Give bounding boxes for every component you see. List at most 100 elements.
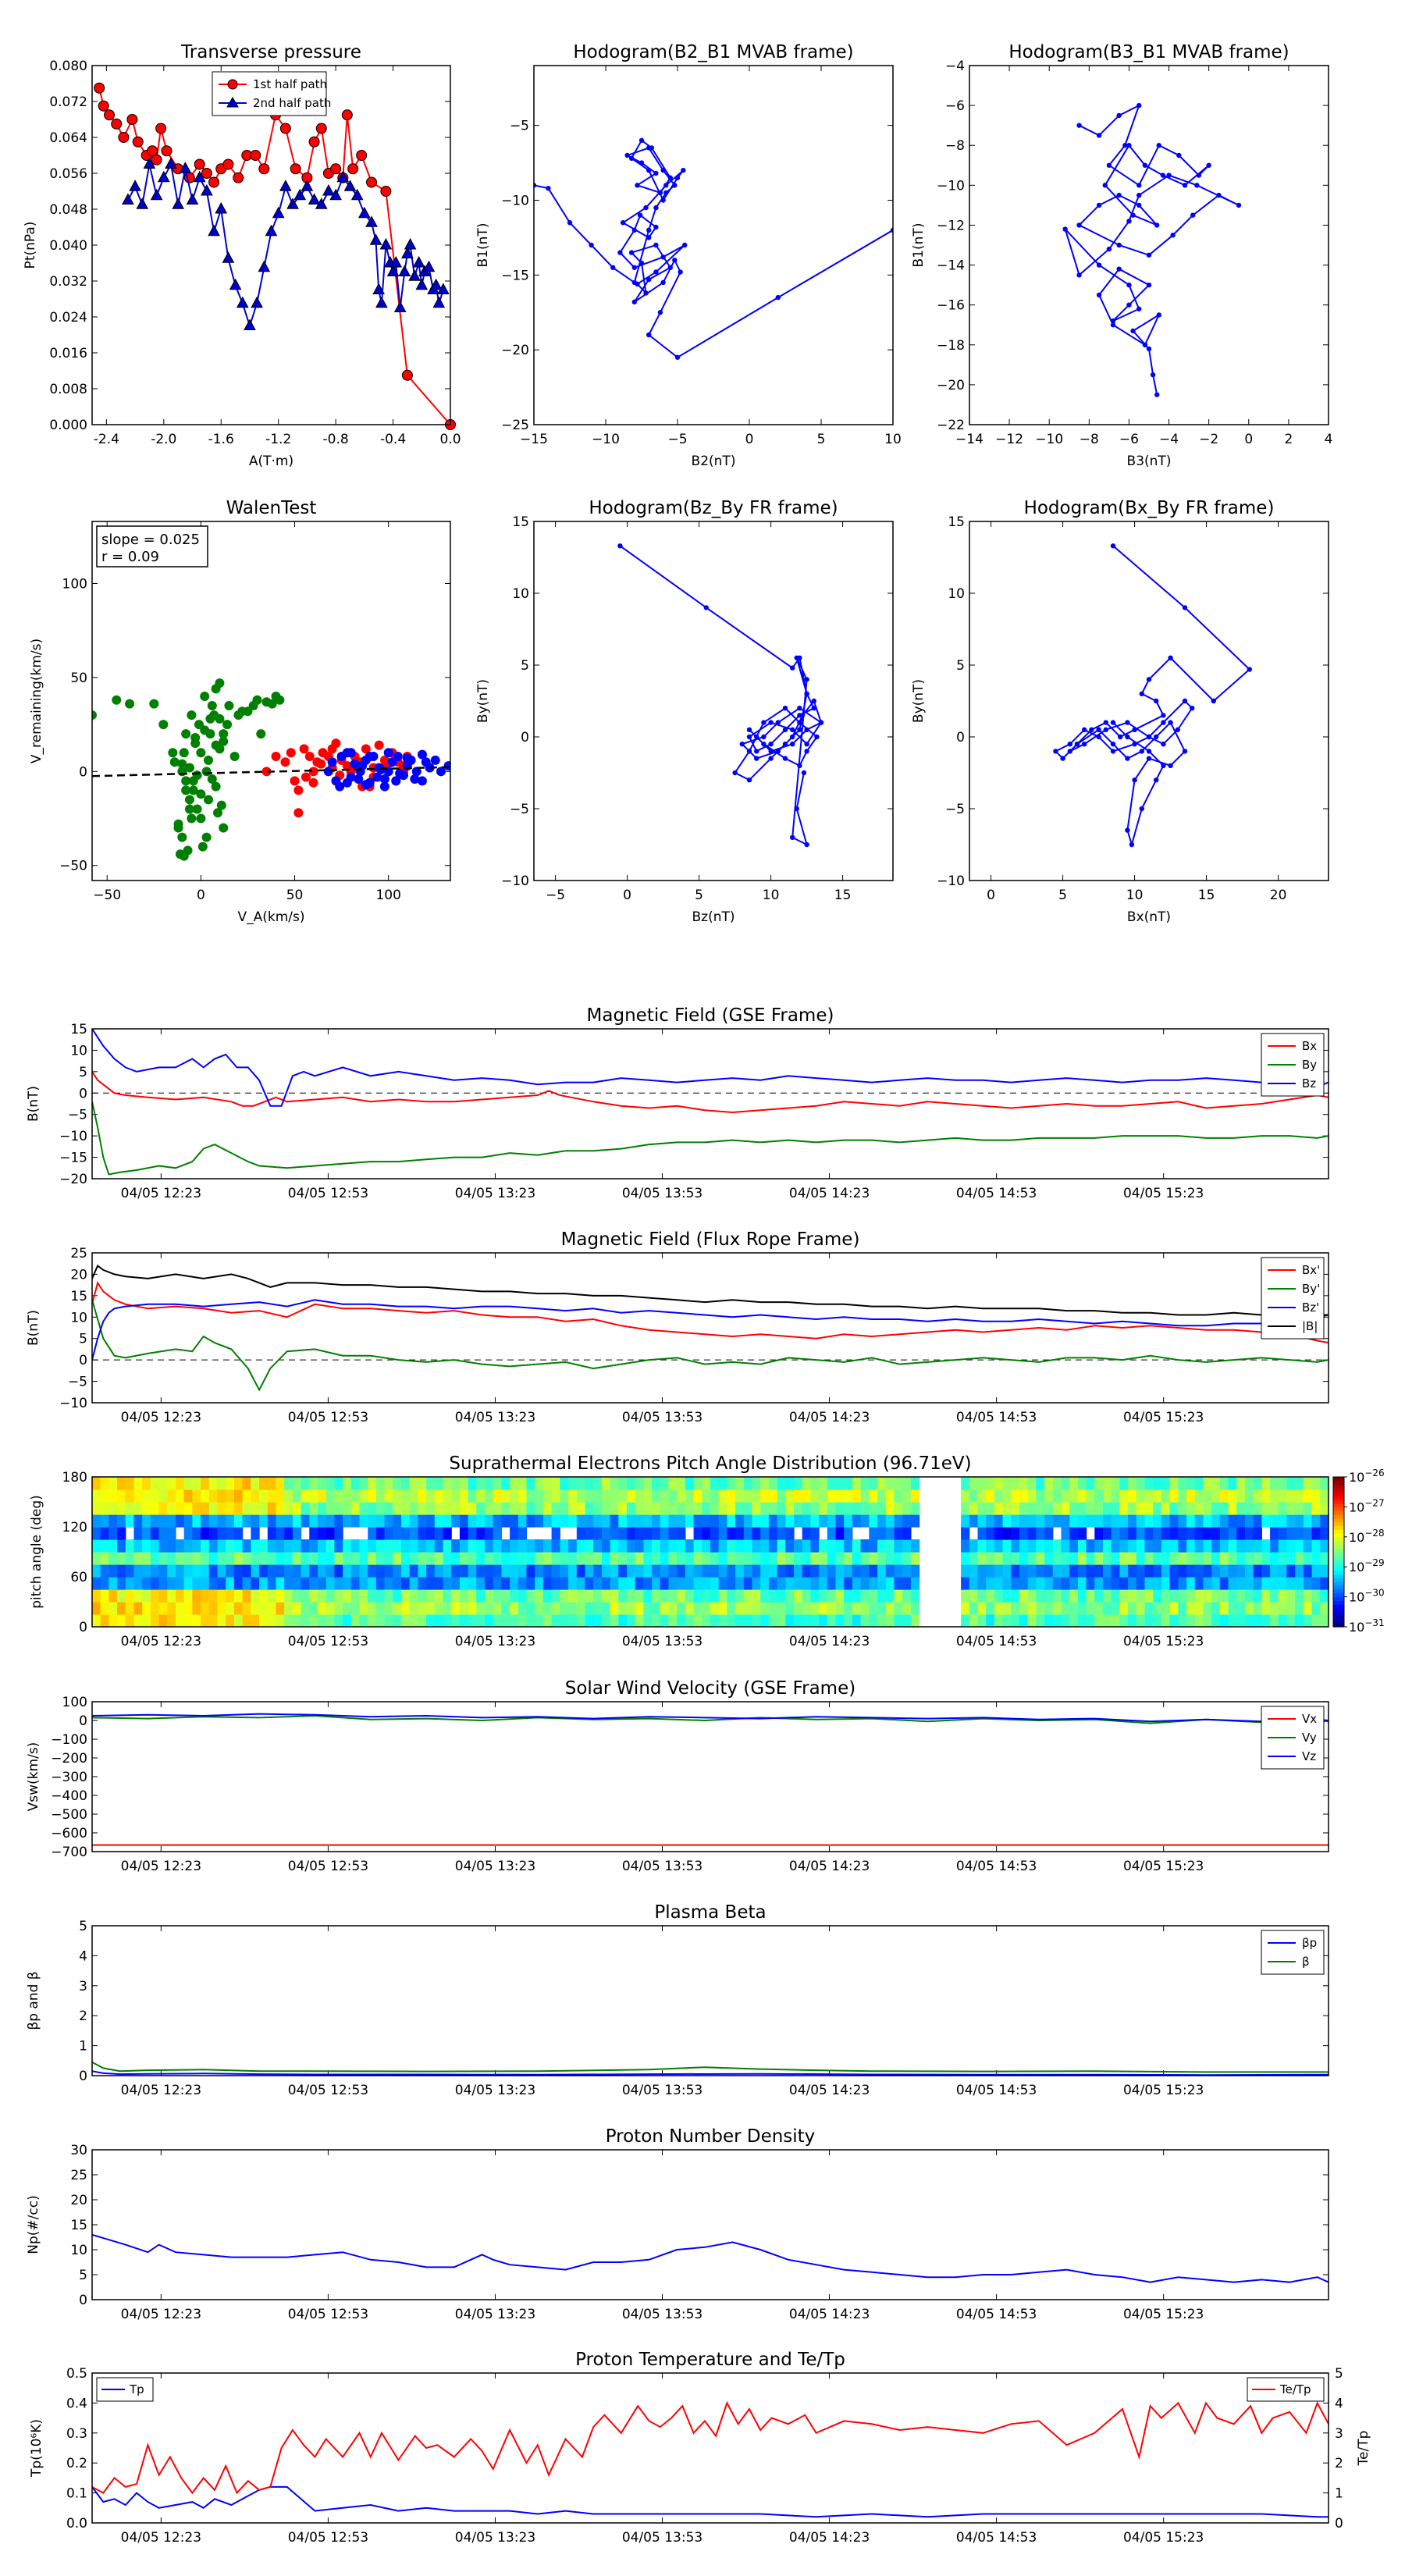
pad-cell [1169, 1527, 1179, 1540]
pad-cell [1270, 1502, 1279, 1515]
pad-cell [468, 1614, 477, 1628]
pad-cell [727, 1502, 736, 1515]
hodo_bzby-point [797, 727, 802, 732]
pad-cell [643, 1602, 653, 1615]
pad-cell [643, 1527, 653, 1540]
pad-cell [284, 1527, 293, 1540]
pad-cell [476, 1502, 486, 1515]
pad-cell [1286, 1477, 1296, 1490]
pad-cell [635, 1602, 644, 1615]
pad-cell [969, 1577, 979, 1590]
np-time-tick-label: 04/05 14:53 [956, 2307, 1037, 2322]
pad-cell [652, 1539, 661, 1553]
pad-cell [150, 1564, 160, 1578]
pad-colorbar-cell [1333, 1589, 1344, 1594]
pad-cell [1086, 1564, 1095, 1578]
walen-series-0-point [203, 795, 213, 805]
pad-cell [183, 1539, 193, 1553]
hodo_bzby-point [804, 691, 809, 696]
pad-colorbar-label-base: 10 [1349, 1530, 1364, 1545]
b_fr-ytick-label: 25 [70, 1246, 87, 1261]
pad-cell [100, 1602, 109, 1615]
pt-series-0-point [401, 369, 413, 381]
pad-cell [426, 1614, 436, 1628]
pad-cell [434, 1577, 444, 1590]
pad-cell [242, 1602, 251, 1615]
pad-cell [459, 1489, 469, 1503]
pt-legend-label: 1st half path [253, 77, 327, 91]
hodo_b3b1-xtick-label: −4 [1159, 432, 1179, 447]
pad-cell [1027, 1502, 1037, 1515]
pad-cell [309, 1614, 318, 1628]
pad-cell [835, 1539, 845, 1553]
pad-cell [125, 1477, 135, 1490]
hodo_b2b1-point [672, 257, 678, 263]
hodo_b2b1-point [631, 227, 637, 233]
pad-cell [418, 1489, 427, 1503]
pt-series-1-point [157, 170, 170, 183]
pad-cell [1194, 1577, 1204, 1590]
pad-cell [409, 1589, 418, 1603]
pad-cell [451, 1552, 461, 1565]
pad-cell [643, 1577, 653, 1590]
hodo_bzby-point [761, 742, 767, 747]
hodo_bzby-point [790, 727, 795, 732]
tp-series-0-line [92, 2485, 1329, 2518]
pad-cell [977, 1577, 987, 1590]
hodo_bxby-ytick-label: 10 [948, 586, 965, 602]
vsw-title: Solar Wind Velocity (GSE Frame) [565, 1678, 855, 1699]
pad-cell [877, 1552, 887, 1565]
pad-cell [301, 1477, 310, 1490]
pad-cell [601, 1577, 611, 1590]
pad-cell [1119, 1489, 1129, 1503]
pad-colorbar-label: 10−31 [1349, 1617, 1385, 1635]
pad-cell [426, 1539, 436, 1553]
pt-series-0-point [356, 150, 368, 161]
pad-cell [743, 1477, 753, 1490]
pad-cell [986, 1614, 995, 1628]
pad-cell [526, 1502, 535, 1515]
pad-cell [443, 1527, 452, 1540]
pad-cell [259, 1577, 269, 1590]
pad-cell [685, 1614, 695, 1628]
walen-ytick-label: −50 [59, 859, 87, 874]
pad-cell [835, 1577, 845, 1590]
hodo_bzby-point [782, 706, 788, 711]
pad-cell [1303, 1614, 1313, 1628]
pad-cell [1086, 1577, 1095, 1590]
pad-cell [1303, 1527, 1313, 1540]
hodo_b2b1-point [653, 224, 659, 230]
pad-cell [977, 1527, 987, 1540]
pad-cell [718, 1589, 727, 1603]
pad-colorbar-cell [1333, 1496, 1344, 1500]
pad-cell [668, 1602, 678, 1615]
hodo_bxby-point [1132, 727, 1137, 732]
pad-cell [1069, 1564, 1079, 1578]
pad-cell [1077, 1577, 1087, 1590]
pad-cell [542, 1489, 553, 1503]
pad-cell [961, 1552, 970, 1565]
b_gse-series-2-line [92, 1029, 1329, 1107]
pad-cell [276, 1552, 285, 1565]
pad-cell [518, 1489, 528, 1503]
pad-cell [685, 1577, 695, 1590]
pad-cell [350, 1539, 361, 1553]
pad-cell [910, 1577, 920, 1590]
pad-cell [894, 1589, 903, 1603]
pad-cell [133, 1489, 143, 1503]
hodo_bxby-xtick-label: 15 [1198, 888, 1215, 903]
pad-cell [485, 1564, 494, 1578]
pad-cell [1194, 1502, 1204, 1515]
pad-cell [1086, 1477, 1095, 1490]
pad-cell [108, 1552, 118, 1565]
pad-cell [535, 1614, 544, 1628]
walen-series-2-point [372, 772, 382, 782]
pad-cell [593, 1477, 603, 1490]
pad-cell [593, 1514, 603, 1528]
pad-cell [217, 1489, 226, 1503]
pad-cell [1111, 1589, 1120, 1603]
pad-cell [1119, 1552, 1129, 1565]
walen-series-1-point [374, 740, 384, 750]
pad-cell [877, 1539, 887, 1553]
pad-cell [117, 1589, 126, 1603]
